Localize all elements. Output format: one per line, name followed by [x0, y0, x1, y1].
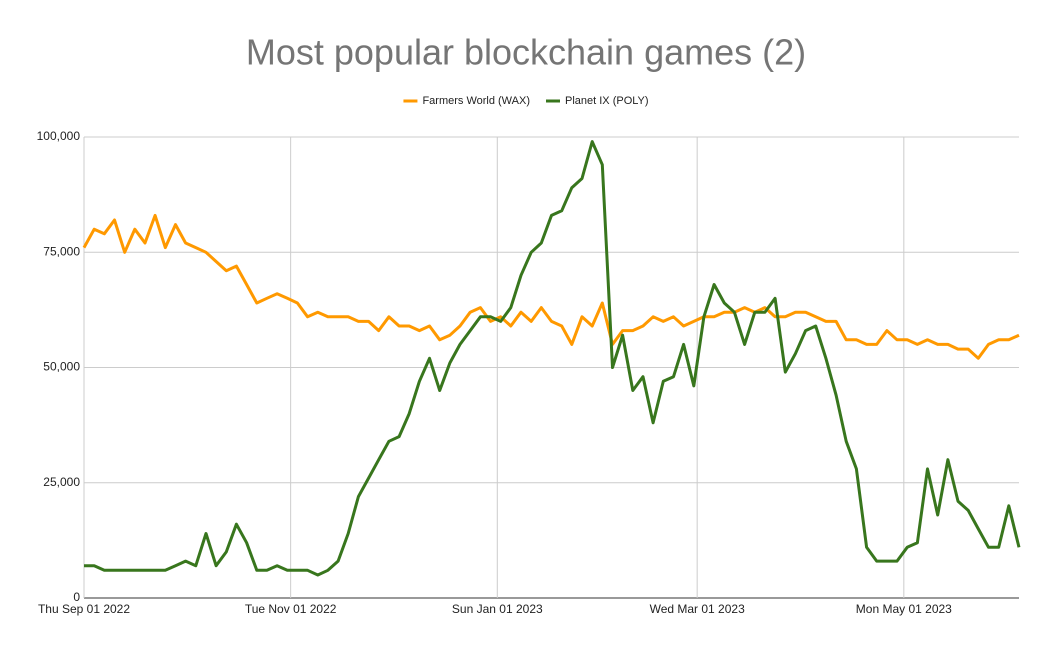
legend-item: Farmers World (WAX) [403, 95, 530, 107]
legend-label: Farmers World (WAX) [422, 95, 530, 107]
y-tick-label: 100,000 [37, 129, 81, 143]
chart-title: Most popular blockchain games (2) [246, 32, 806, 73]
series-line [84, 140, 1021, 577]
legend-item: Planet IX (POLY) [546, 95, 649, 107]
series-line [82, 213, 1020, 360]
legend-label: Planet IX (POLY) [565, 95, 649, 107]
y-tick-label: 50,000 [43, 360, 80, 374]
legend: Farmers World (WAX) Planet IX (POLY) [403, 95, 649, 107]
x-tick-label: Thu Sep 01 2022 [38, 602, 130, 616]
x-tick-label: Wed Mar 01 2023 [650, 602, 745, 616]
y-tick-label: 25,000 [43, 475, 80, 489]
y-tick-label: 0 [73, 590, 80, 604]
x-tick-label: Mon May 01 2023 [856, 602, 952, 616]
y-tick-label: 75,000 [43, 244, 80, 258]
x-tick-label: Sun Jan 01 2023 [452, 602, 543, 616]
x-tick-label: Tue Nov 01 2022 [245, 602, 337, 616]
